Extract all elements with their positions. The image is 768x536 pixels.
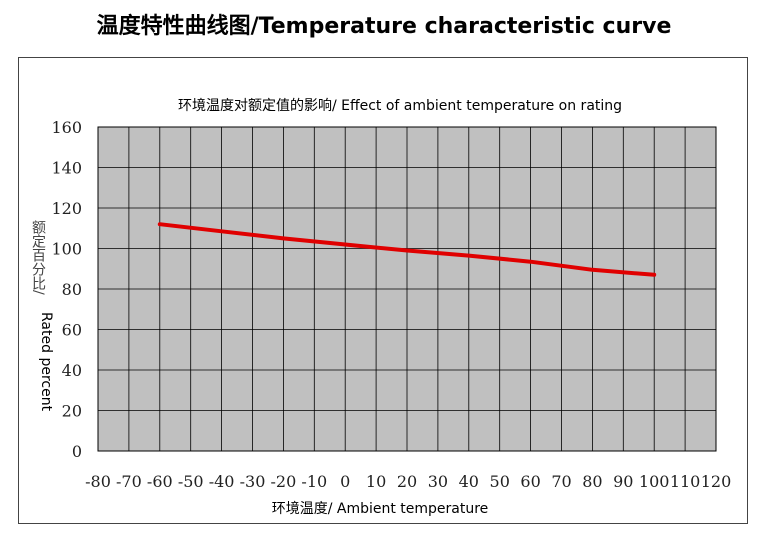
x-tick-label: 40: [459, 472, 479, 491]
x-tick-label: 70: [551, 472, 571, 491]
x-tick-label: -20: [271, 472, 297, 491]
y-tick-label: 120: [51, 199, 82, 218]
x-tick-label: 10: [366, 472, 386, 491]
y-tick-label: 80: [62, 280, 82, 299]
x-tick-labels: -80 -70 -60 -50 -40 -30 -20 -10 0 10 20 30 40 50 60 70 8…: [85, 472, 731, 491]
x-tick-label: -30: [240, 472, 266, 491]
x-tick-label: 0: [340, 472, 350, 491]
plot-area: [97, 126, 717, 452]
y-tick-label: 160: [51, 118, 82, 137]
x-tick-label: 20: [397, 472, 417, 491]
series-layer: [157, 222, 657, 277]
y-axis-label-en: Rated percent: [38, 312, 54, 412]
x-tick-label: 120: [701, 472, 732, 491]
x-tick-label: 30: [428, 472, 448, 491]
y-tick-label: 0: [72, 442, 82, 461]
x-tick-label: 80: [582, 472, 602, 491]
x-tick-label: 90: [613, 472, 633, 491]
y-axis-label: 额定百分比/ Rated percent: [30, 220, 54, 412]
y-tick-label: 140: [51, 159, 82, 178]
x-tick-label: -70: [116, 472, 142, 491]
y-tick-label: 40: [62, 361, 82, 380]
x-tick-label: 50: [490, 472, 510, 491]
y-tick-label: 100: [51, 240, 82, 259]
y-tick-label: 60: [62, 321, 82, 340]
x-tick-label: 100: [639, 472, 670, 491]
x-tick-label: 110: [670, 472, 701, 491]
page-title: 温度特性曲线图/Temperature characteristic curve: [96, 14, 672, 39]
x-axis-label: 环境温度/ Ambient temperature: [272, 501, 489, 517]
y-axis-label-cn: 额定百分比/: [30, 220, 46, 295]
y-tick-labels: 0 20 40 60 80 100 120 140 160: [51, 118, 82, 461]
x-tick-label: -80: [85, 472, 111, 491]
x-tick-label: -40: [209, 472, 235, 491]
x-tick-label: 60: [520, 472, 540, 491]
y-tick-label: 20: [62, 402, 82, 421]
chart-title: 环境温度对额定值的影响/ Effect of ambient temperatu…: [178, 98, 622, 114]
x-tick-label: -60: [147, 472, 173, 491]
x-tick-label: -10: [301, 472, 327, 491]
x-tick-label: -50: [178, 472, 204, 491]
